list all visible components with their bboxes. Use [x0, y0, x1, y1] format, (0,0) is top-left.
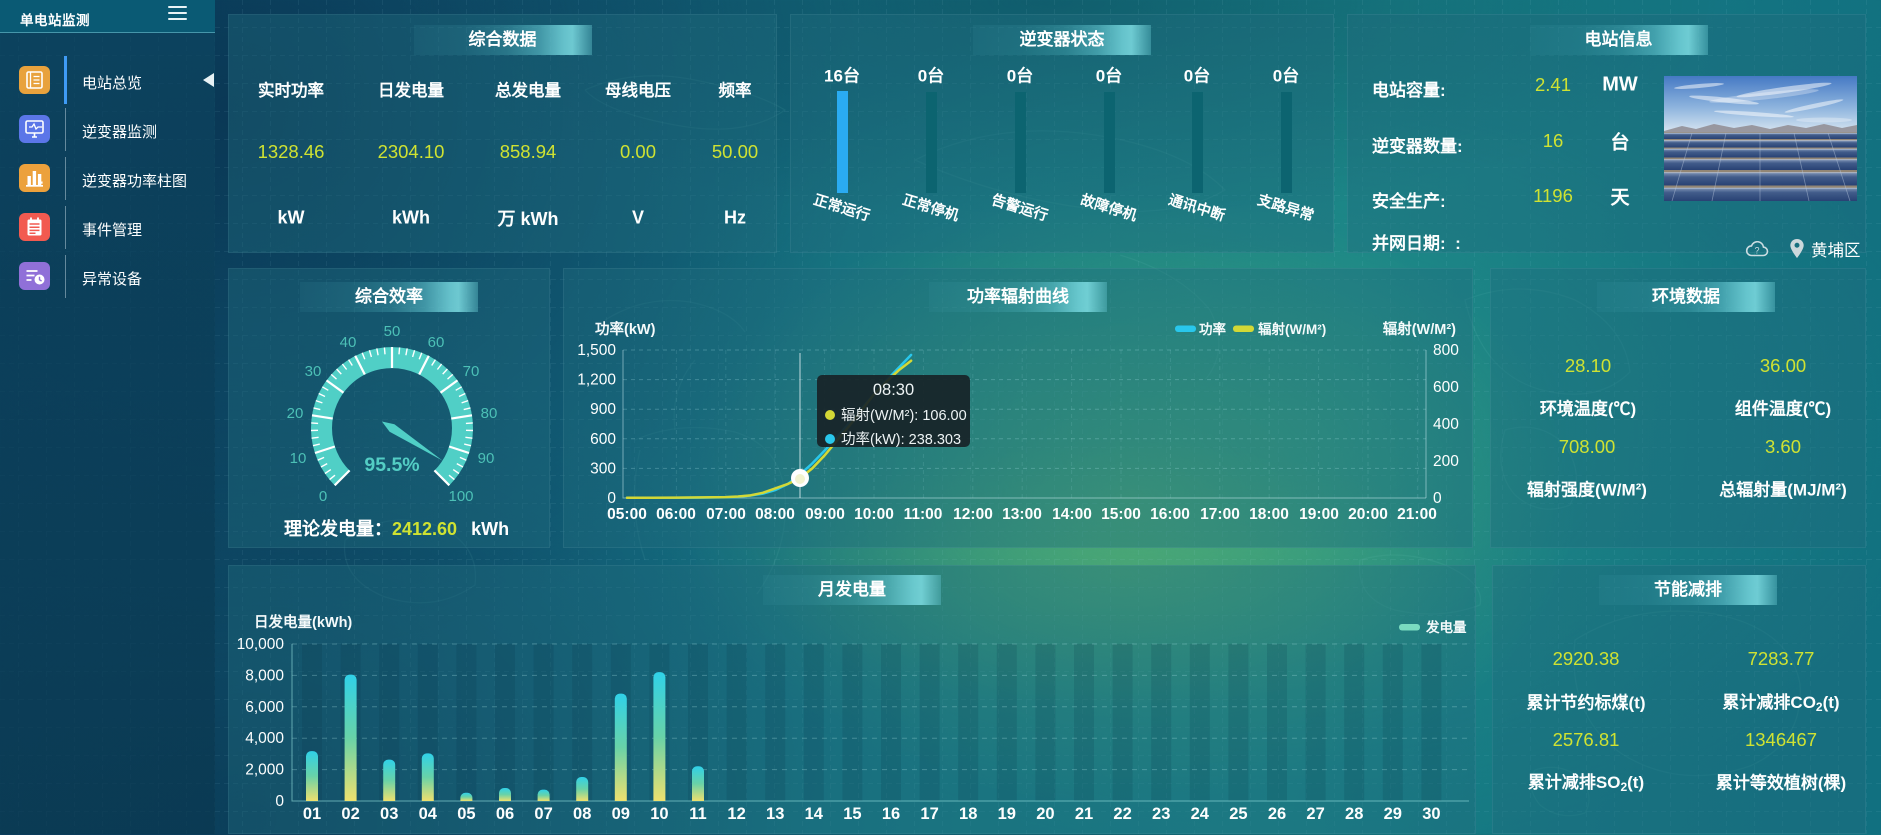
svg-text:辐射(W/M²): 辐射(W/M²) — [1383, 320, 1456, 338]
svg-text:08: 08 — [573, 805, 591, 823]
svg-text:辐射(W/M²): 辐射(W/M²) — [1258, 321, 1326, 337]
svg-text:20:00: 20:00 — [1348, 506, 1388, 523]
svg-text:14:00: 14:00 — [1052, 506, 1092, 523]
svg-text:04: 04 — [419, 805, 438, 823]
svg-text:11: 11 — [689, 805, 706, 823]
svg-text:26: 26 — [1268, 805, 1286, 823]
svg-text:13:00: 13:00 — [1002, 506, 1042, 523]
svg-text:95.5%: 95.5% — [364, 454, 419, 476]
svg-text:200: 200 — [1433, 453, 1459, 470]
svg-text:30: 30 — [1422, 805, 1440, 823]
svg-text:功率: 功率 — [1199, 321, 1227, 337]
svg-text:400: 400 — [1433, 416, 1459, 433]
svg-text:18: 18 — [959, 805, 977, 823]
svg-text:0: 0 — [275, 793, 284, 810]
svg-text:16: 16 — [882, 805, 900, 823]
svg-text:600: 600 — [1433, 379, 1459, 396]
svg-text:80: 80 — [481, 405, 498, 422]
svg-text:0: 0 — [319, 488, 327, 505]
svg-text:300: 300 — [590, 460, 616, 477]
svg-text:90: 90 — [478, 450, 495, 467]
svg-text:11:00: 11:00 — [904, 506, 943, 523]
svg-text:01: 01 — [303, 805, 321, 823]
svg-text:4,000: 4,000 — [245, 730, 284, 747]
svg-text:日发电量(kWh): 日发电量(kWh) — [254, 613, 352, 631]
svg-text:21: 21 — [1075, 805, 1093, 823]
svg-text:15: 15 — [843, 805, 861, 823]
svg-text:08:00: 08:00 — [755, 506, 795, 523]
svg-text:07:00: 07:00 — [706, 506, 746, 523]
svg-text:23: 23 — [1152, 805, 1170, 823]
svg-text:10: 10 — [290, 450, 307, 467]
svg-text:09: 09 — [612, 805, 630, 823]
svg-text:20: 20 — [1036, 805, 1054, 823]
svg-text:1,500: 1,500 — [577, 342, 616, 359]
svg-text:27: 27 — [1306, 805, 1324, 823]
svg-text:40: 40 — [340, 334, 357, 351]
svg-text:2,000: 2,000 — [245, 762, 284, 779]
svg-text:600: 600 — [590, 431, 616, 448]
svg-text:12: 12 — [727, 805, 745, 823]
svg-text:22: 22 — [1113, 805, 1131, 823]
svg-text:07: 07 — [534, 805, 552, 823]
svg-text:10:00: 10:00 — [854, 506, 894, 523]
svg-text:29: 29 — [1384, 805, 1402, 823]
svg-text:21:00: 21:00 — [1397, 506, 1437, 523]
svg-text:25: 25 — [1229, 805, 1247, 823]
svg-text:06: 06 — [496, 805, 514, 823]
svg-text:0: 0 — [607, 490, 616, 507]
svg-text:?: ? — [1754, 246, 1759, 256]
svg-text:02: 02 — [341, 805, 359, 823]
svg-text:发电量: 发电量 — [1425, 619, 1467, 635]
svg-text:900: 900 — [590, 401, 616, 418]
svg-text:8,000: 8,000 — [245, 667, 284, 684]
svg-text:17: 17 — [920, 805, 938, 823]
svg-text:100: 100 — [448, 488, 473, 505]
svg-text:19: 19 — [998, 805, 1016, 823]
svg-text:03: 03 — [380, 805, 398, 823]
svg-text:1,200: 1,200 — [577, 372, 616, 389]
svg-text:19:00: 19:00 — [1299, 506, 1339, 523]
svg-text:50: 50 — [384, 323, 401, 340]
svg-text:10: 10 — [650, 805, 668, 823]
svg-text:20: 20 — [287, 405, 304, 422]
svg-text:30: 30 — [305, 363, 322, 380]
svg-text:12:00: 12:00 — [953, 506, 993, 523]
svg-text:05:00: 05:00 — [607, 506, 647, 523]
svg-text:09:00: 09:00 — [805, 506, 845, 523]
svg-text:10,000: 10,000 — [237, 636, 285, 653]
svg-text:28: 28 — [1345, 805, 1363, 823]
svg-text:70: 70 — [463, 363, 480, 380]
svg-text:60: 60 — [428, 334, 445, 351]
svg-text:24: 24 — [1191, 805, 1210, 823]
svg-text:800: 800 — [1433, 342, 1459, 359]
svg-text:6,000: 6,000 — [245, 699, 284, 716]
svg-text:16:00: 16:00 — [1150, 506, 1190, 523]
svg-text:15:00: 15:00 — [1101, 506, 1141, 523]
svg-text:0: 0 — [1433, 490, 1442, 507]
svg-text:14: 14 — [805, 805, 824, 823]
svg-text:17:00: 17:00 — [1200, 506, 1240, 523]
svg-text:06:00: 06:00 — [656, 506, 696, 523]
svg-text:13: 13 — [766, 805, 784, 823]
svg-text:05: 05 — [457, 805, 475, 823]
svg-text:功率(kW): 功率(kW) — [595, 320, 656, 338]
svg-text:18:00: 18:00 — [1249, 506, 1289, 523]
